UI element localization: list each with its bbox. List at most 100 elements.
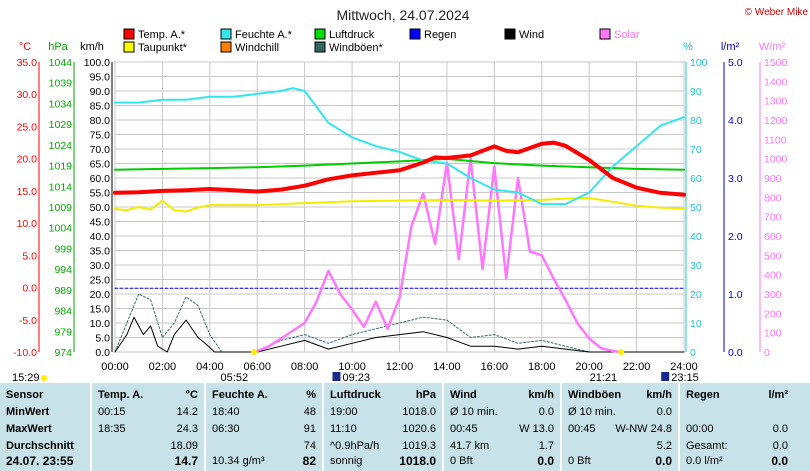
tick-hpa: 979 (54, 326, 72, 338)
hum-min-time: 18:40 (212, 406, 240, 418)
moonset-icon (661, 372, 670, 381)
tick-kmh: 70.0 (90, 144, 111, 156)
label-max: MaxWert (6, 423, 52, 435)
legend-label: Taupunkt* (138, 42, 188, 54)
moonrise-time: 09:23 (342, 372, 370, 383)
x-tick: 24:00 (670, 361, 698, 373)
hum-max: 91 (303, 423, 316, 435)
statistics-panel: Sensor MinWert MaxWert Durchschnitt 24.0… (0, 383, 810, 471)
gust-r3b: 5.2 (656, 440, 672, 452)
x-tick: 22:00 (623, 361, 651, 373)
hum-abs: 10.34 g/m³ (212, 455, 265, 467)
series-line-wind (114, 316, 685, 353)
x-axis: 00:00 02:00 04:00 06:00 08:00 10:00 12:00 14:00… (101, 361, 698, 373)
sunrise-icon (251, 349, 258, 355)
tick-kmh: 30.0 (90, 260, 111, 272)
tick-hpa: 1044 (49, 57, 73, 69)
tick-pct: 10 (690, 318, 702, 330)
x-tick: 08:00 (291, 361, 319, 373)
tick-solar: 1500 (764, 57, 788, 69)
rain-r3b: 0.0 (772, 440, 788, 452)
legend-label: Temp. A.* (138, 29, 186, 41)
rain-r4a: 0.0 l/m² (686, 455, 723, 467)
gust-r2b: W-NW 24.8 (615, 423, 672, 435)
hum-unit: % (306, 389, 316, 401)
tick-hpa: 1034 (49, 98, 73, 110)
tick-solar: 100 (764, 328, 782, 340)
weather-chart: Mittwoch, 24.07.2024 © Weber Mike Temp. … (12, 7, 809, 383)
tick-pct: 100 (690, 57, 708, 69)
tick-kmh: 15.0 (90, 304, 111, 316)
tick-pct: 80 (690, 115, 702, 127)
sunset-icon (618, 349, 625, 355)
tick-kmh: 85.0 (90, 101, 111, 113)
tick-pct: 40 (690, 231, 702, 243)
wind-r3a: 41.7 km (450, 440, 490, 452)
stats-col-rain: Regen l/m² 00:00 0.0 Gesamt: 0.0 0.0 l/m² 0.… (680, 383, 794, 471)
tick-temp: 25.0 (17, 121, 38, 133)
tick-solar: 1400 (764, 76, 788, 88)
gust-title: Windböen (568, 389, 622, 401)
legend-label: Regen (424, 29, 456, 41)
series-line-tempa (113, 140, 686, 197)
rain-r4b: 0.0 (771, 454, 788, 468)
tick-rain: 4.0 (728, 115, 743, 127)
tick-kmh: 10.0 (90, 318, 111, 330)
tick-hpa: 1029 (49, 119, 73, 131)
wind-r1b: 0.0 (538, 406, 554, 418)
tick-solar: 800 (764, 192, 782, 204)
label-sensor: Sensor (6, 389, 44, 401)
rain-title: Regen (686, 389, 720, 401)
press-max: 1020.6 (402, 423, 436, 435)
tick-kmh: 45.0 (90, 217, 111, 229)
press-trend: ^0.9hPa/h (330, 440, 380, 452)
hum-min: 48 (303, 406, 316, 418)
wind-r1a: Ø 10 min. (450, 406, 498, 418)
right-axes: 10090807060504030201005.04.03.02.01.00.0… (685, 57, 788, 359)
press-now: 1018.0 (399, 454, 436, 468)
legend-swatch (599, 28, 611, 40)
temp-title: Temp. A. (98, 389, 144, 401)
tick-hpa: 974 (54, 347, 72, 359)
tick-kmh: 65.0 (90, 159, 111, 171)
label-now: 24.07. 23:55 (6, 454, 74, 468)
series-line-feuchtea (114, 87, 685, 206)
tick-hpa: 1004 (49, 223, 73, 235)
tick-hpa: 1014 (49, 181, 73, 193)
wind-r3b: 1.7 (538, 440, 554, 452)
wind-title: Wind (450, 389, 477, 401)
legend-swatch (314, 41, 326, 53)
tick-kmh: 80.0 (90, 115, 111, 127)
moon-left-time: 15:29 (12, 372, 40, 383)
tick-hpa: 994 (54, 264, 72, 276)
legend-swatch (123, 28, 135, 40)
tick-temp: -5.0 (19, 315, 37, 327)
chart-legend: Temp. A.* Feuchte A.* Luftdruck Regen Wind So… (123, 28, 640, 54)
sun-moon-row: 15:29 05:52 09:23 21:21 23:15 (12, 349, 699, 383)
legend-label: Windchill (235, 42, 279, 54)
press-min: 1018.0 (402, 406, 436, 418)
stats-col-pressure: Luftdruck hPa 19:00 1018.0 11:10 1020.6 ^0.… (324, 383, 442, 471)
tick-temp: 30.0 (17, 89, 38, 101)
tick-pct: 70 (690, 144, 702, 156)
tick-rain: 0.0 (728, 347, 743, 359)
x-tick: 02:00 (149, 361, 177, 373)
tick-kmh: 75.0 (90, 130, 111, 142)
x-tick: 16:00 (481, 361, 509, 373)
temp-min-time: 00:15 (98, 406, 126, 418)
tick-hpa: 1009 (49, 202, 73, 214)
copyright-label: © Weber Mike (745, 7, 809, 18)
x-tick: 18:00 (528, 361, 556, 373)
x-tick: 14:00 (433, 361, 461, 373)
tick-solar: 300 (764, 289, 782, 301)
tick-hpa: 1024 (49, 140, 73, 152)
hum-avg: 74 (303, 440, 316, 452)
stats-col-humidity: Feuchte A.% 18:40 48 06:30 91 74 10.34 g/m… (206, 383, 322, 471)
temp-unit: °C (185, 389, 198, 401)
press-unit: hPa (415, 389, 436, 401)
tick-solar: 600 (764, 231, 782, 243)
unit-temp: °C (19, 41, 31, 53)
tick-rain: 1.0 (728, 289, 743, 301)
tick-pct: 50 (690, 202, 702, 214)
tick-solar: 1100 (764, 134, 787, 146)
